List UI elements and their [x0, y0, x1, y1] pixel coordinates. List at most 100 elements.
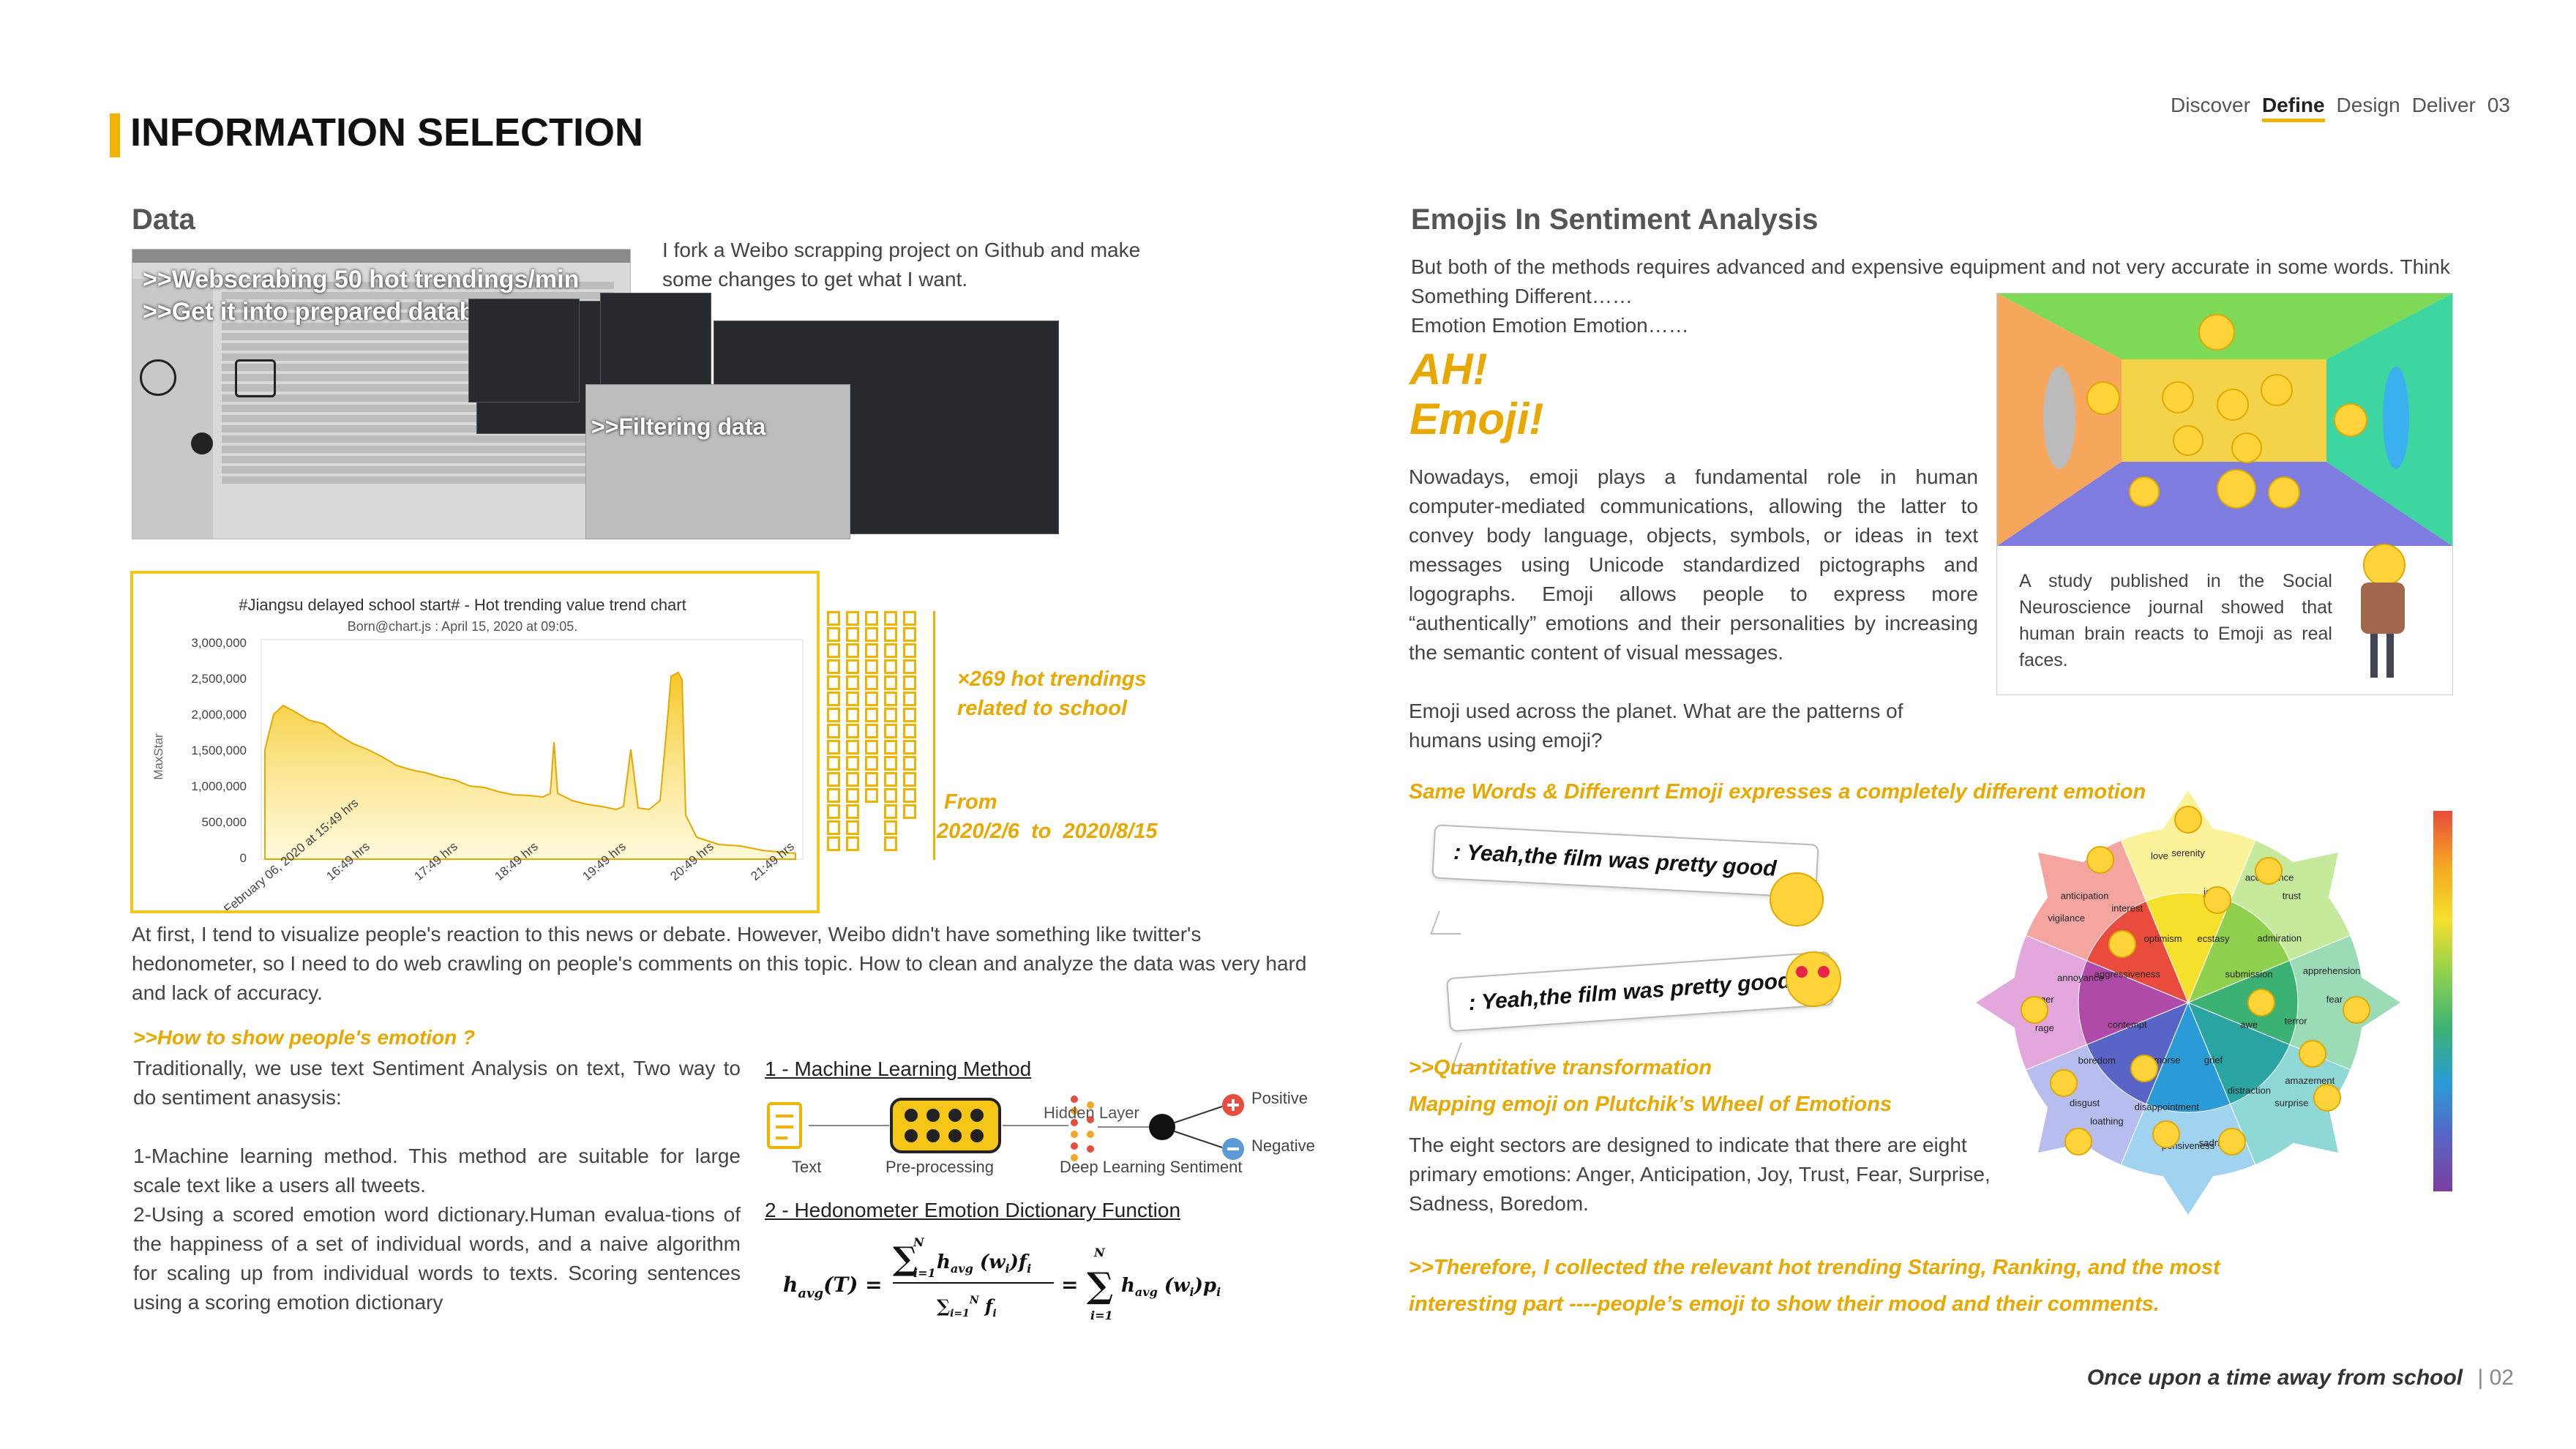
wheel-label: aggressiveness — [2094, 969, 2161, 980]
method2-paragraph: 2-Using a scored emotion word dictionary… — [133, 1203, 741, 1314]
y-tick: 3,000,000 — [191, 636, 247, 650]
fork-description: I fork a Weibo scrapping project on Gith… — [662, 239, 1141, 291]
trending-cell — [884, 643, 897, 658]
trending-cell — [846, 708, 859, 722]
emotion-repeat: Emotion Emotion Emotion…… — [1411, 314, 1689, 337]
emoji-person-body — [2361, 583, 2405, 634]
trending-cell — [846, 659, 859, 674]
wheel-label: serenity — [2171, 847, 2205, 858]
ml-label-text: Text — [792, 1158, 822, 1176]
y-tick: 2,500,000 — [191, 672, 247, 686]
trending-cell — [903, 740, 916, 755]
trending-cell — [903, 675, 916, 690]
wheel-emoji-icon — [2313, 1084, 2341, 1112]
intro-paragraph: At first, I tend to visualize people's r… — [132, 923, 1307, 1004]
trending-cell — [884, 708, 897, 722]
trending-cell — [865, 643, 878, 658]
wheel-emoji-icon — [2050, 1069, 2078, 1097]
svg-text:∑: ∑ — [1087, 1265, 1113, 1306]
angry-emoji-icon — [1770, 872, 1824, 926]
ml-label-positive: Positive — [1251, 1089, 1308, 1107]
wheel-emoji-icon — [2021, 996, 2048, 1024]
wheel-tip — [2157, 1168, 2219, 1215]
method1-paragraph: 1-Machine learning method. This method a… — [133, 1145, 741, 1197]
wheel-emoji-icon — [2343, 996, 2370, 1024]
database-label: >>Get it into prepared database — [143, 298, 517, 326]
ml-label-deep: Deep Learning Sentiment — [1060, 1158, 1243, 1176]
trending-cell — [884, 836, 897, 851]
wheel-tip — [2037, 852, 2093, 907]
chat-text-2: : Yeah,the film was pretty good — [1467, 968, 1792, 1016]
wheel-inner-petal — [2145, 1001, 2231, 1113]
hedonometer-title: 2 - Hedonometer Emotion Dictionary Funct… — [765, 1199, 1181, 1221]
nav-define[interactable]: Define — [2261, 94, 2325, 122]
trending-cell — [884, 675, 897, 690]
emotion-color-scale — [2433, 811, 2452, 1191]
wheel-label: terror — [2285, 1015, 2308, 1026]
trending-cell — [865, 740, 878, 755]
svg-text:=: = — [1061, 1273, 1078, 1297]
wheel-emoji-icon — [2130, 1055, 2158, 1082]
methods-paragraph: But both of the methods requires advance… — [1411, 255, 2450, 307]
trending-cell — [827, 627, 840, 642]
emoji-role-paragraph: Nowadays, emoji plays a fundamental role… — [1409, 465, 1978, 664]
trending-cell — [827, 708, 840, 722]
ml-method-title: 1 - Machine Learning Method — [765, 1057, 1032, 1080]
wheel-emoji-icon — [2108, 930, 2136, 958]
trending-cell — [884, 692, 897, 706]
study-caption: A study published in the Social Neurosci… — [2019, 571, 2332, 670]
wheel-tip — [2283, 852, 2339, 907]
wheel-tip — [2283, 1098, 2339, 1153]
robot-icon — [191, 433, 213, 454]
trending-cell — [884, 804, 897, 819]
wheel-inner-petal — [2086, 900, 2189, 1003]
hedonometer-formula: havg(T) = ∑ N i=1 havg (wi)fi ∑i=1N fi =… — [783, 1233, 1251, 1328]
emoji-room-illustration: A study published in the Social Neurosci… — [1996, 293, 2453, 695]
ml-label-hidden: Hidden Layer — [1044, 1104, 1139, 1122]
wheel-emoji-icon — [2255, 857, 2283, 885]
db-table-panel — [468, 299, 580, 402]
nav-discover[interactable]: Discover — [2171, 94, 2250, 116]
quant-heading: >>Quantitative transformation — [1409, 1056, 1712, 1079]
wheel-label: rage — [2035, 1022, 2054, 1033]
svg-text:havg(T) =: havg(T) = — [783, 1273, 883, 1301]
svg-text:∑: ∑ — [893, 1240, 917, 1278]
wheel-tip — [1976, 972, 2023, 1033]
nav-design[interactable]: Design — [2336, 94, 2400, 116]
wheel-label: loathing — [2090, 1115, 2124, 1126]
wheel-label: apprehension — [2303, 965, 2361, 976]
scraping-screenshot-collage: >>Webscrabing 50 hot trendings/min >>Get… — [132, 249, 631, 539]
wheel-inner-petal — [2187, 959, 2299, 1046]
svg-text:i=1: i=1 — [913, 1266, 936, 1280]
trending-cell — [903, 804, 916, 819]
title-accent-bar — [110, 113, 120, 157]
trending-cell — [827, 740, 840, 755]
wheel-emoji-icon — [2086, 846, 2114, 874]
trending-cell — [865, 675, 878, 690]
footer-tagline: Once upon a time away from school — [2086, 1366, 2463, 1390]
trending-cell — [884, 659, 897, 674]
footer-page-number: | 02 — [2477, 1366, 2515, 1390]
trending-cell — [903, 643, 916, 658]
chat-bubble-love: : Yeah,the film was pretty good — [1446, 951, 1834, 1033]
wheel-label: optimism — [2144, 933, 2182, 944]
wheel-label: vigilance — [2048, 913, 2085, 924]
wheel-inner-petal — [2078, 959, 2190, 1046]
date-range: 2020/2/6 to 2020/8/15 — [937, 820, 1158, 843]
count-label: ×269 hot trendings related to school — [957, 667, 1147, 720]
trending-cell — [846, 724, 859, 738]
mapping-heading: Mapping emoji on Plutchik’s Wheel of Emo… — [1409, 1093, 1892, 1116]
nav-deliver[interactable]: Deliver — [2411, 94, 2476, 116]
wheel-label: grief — [2204, 1055, 2223, 1066]
trending-cell — [846, 756, 859, 771]
trending-cell — [827, 675, 840, 690]
wheel-label: love — [2151, 850, 2168, 861]
chart-title: #Jiangsu delayed school start# - Hot tre… — [239, 596, 686, 614]
svg-text:havg (wi)pi: havg (wi)pi — [1121, 1275, 1221, 1299]
traditional-paragraph: Traditionally, we use text Sentiment Ana… — [133, 1057, 741, 1109]
trending-cell — [846, 804, 859, 819]
trending-cell — [884, 772, 897, 787]
svg-text:havg (wi)fi: havg (wi)fi — [937, 1251, 1031, 1276]
trending-cell — [827, 643, 840, 658]
trending-cell — [903, 772, 916, 787]
